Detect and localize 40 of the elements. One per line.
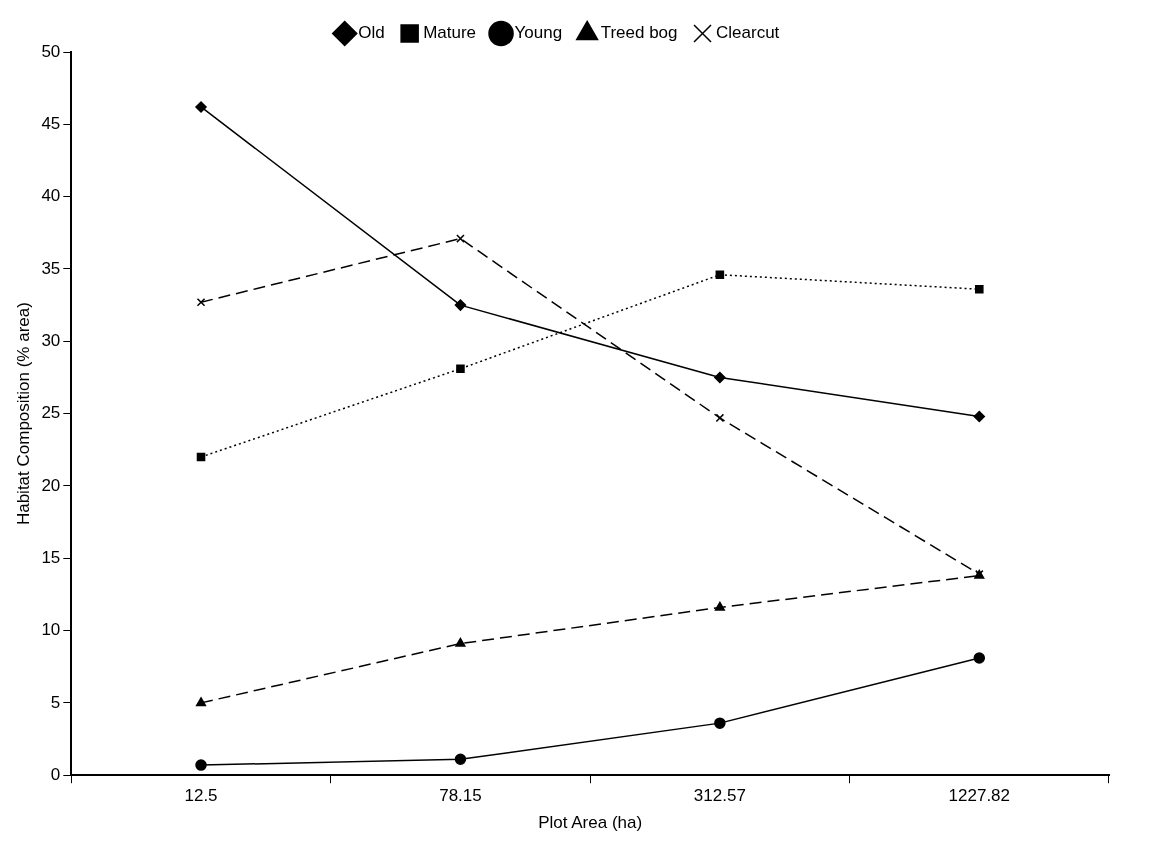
legend-label: Mature [423, 23, 477, 43]
y-tick-label: 35 [41, 258, 61, 278]
point [454, 299, 467, 311]
point [455, 637, 466, 647]
y-tick-label: 20 [41, 475, 61, 495]
y-tick-label: 10 [41, 620, 61, 640]
point [196, 452, 206, 462]
y-tick-label: 0 [50, 764, 61, 784]
legend-label: Old [358, 23, 385, 43]
x-axis-title: Plot Area (ha) [538, 813, 643, 833]
legend-label: Young [514, 23, 563, 43]
x-tick-label: 1227.82 [948, 786, 1011, 806]
point [454, 753, 467, 766]
point [714, 371, 726, 384]
point [456, 364, 465, 374]
point [714, 601, 725, 611]
point [456, 234, 465, 243]
y-tick-label: 5 [50, 692, 61, 712]
x-tick-label: 312.57 [693, 786, 746, 806]
x-tick-label: 12.5 [184, 786, 218, 806]
y-tick-label: 25 [41, 403, 61, 423]
point [196, 297, 206, 307]
point [975, 284, 984, 294]
y-tick-label: 30 [41, 330, 61, 350]
point [195, 101, 207, 113]
y-tick-label: 40 [41, 186, 61, 206]
point [973, 652, 986, 664]
point [715, 413, 725, 423]
point [714, 717, 726, 729]
legend-label: Clearcut [716, 23, 780, 43]
point [195, 697, 207, 707]
legend-label: Treed bog [600, 23, 678, 43]
y-tick-label: 15 [41, 547, 61, 567]
point [973, 410, 986, 423]
point [195, 759, 207, 771]
y-tick-label: 50 [41, 41, 61, 61]
y-tick-label: 45 [41, 114, 61, 134]
x-tick-label: 78.15 [439, 786, 482, 806]
point [715, 270, 725, 280]
y-axis-title: Habitat Composition (% area) [13, 302, 33, 526]
